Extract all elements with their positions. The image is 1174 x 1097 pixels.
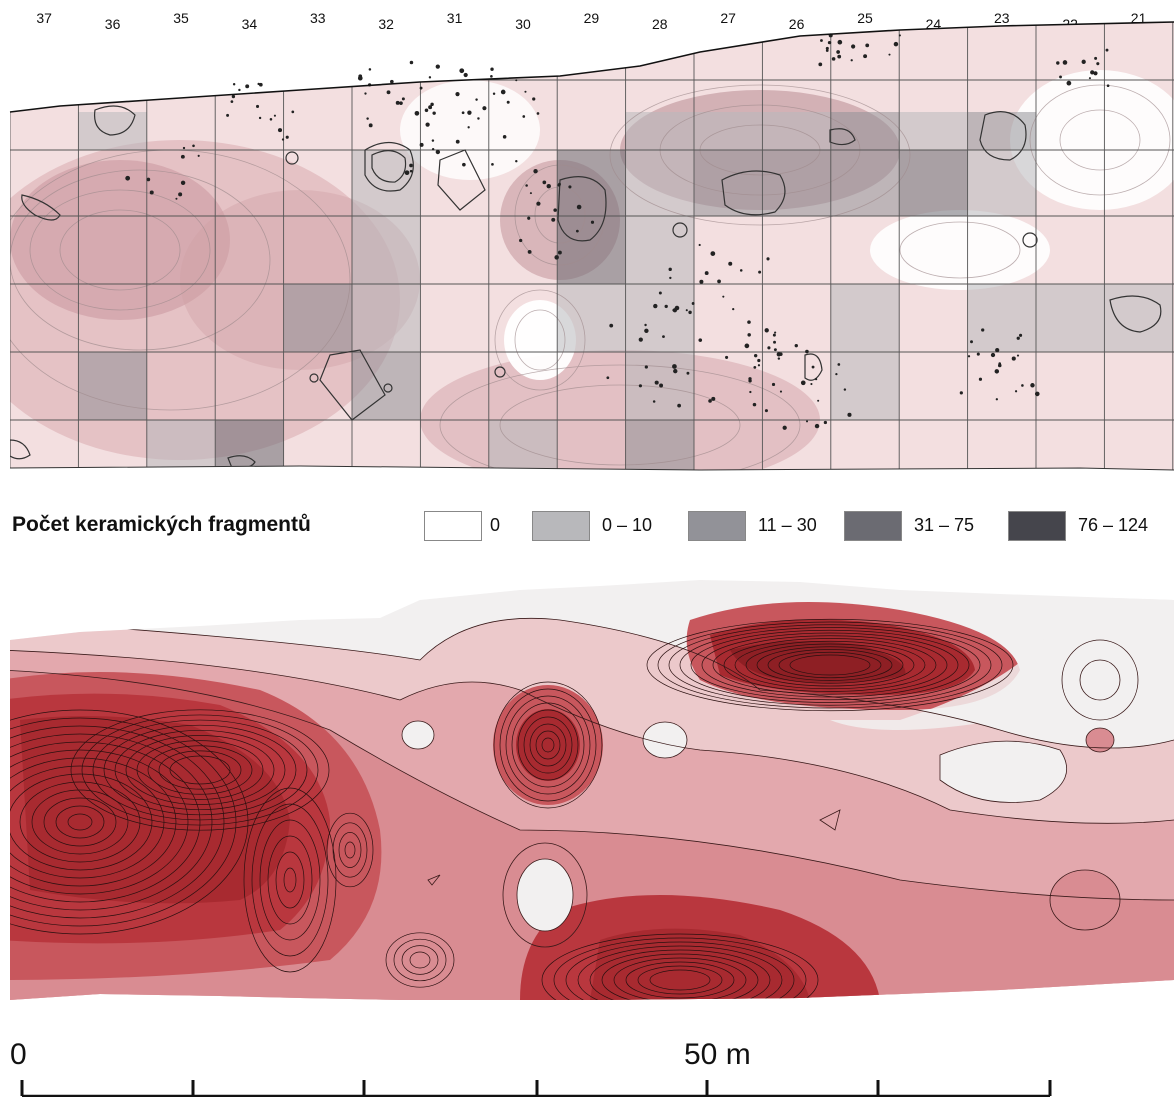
column-label: 36 [104,16,121,32]
grid-cell [830,352,900,420]
column-label: 29 [583,10,600,26]
trench-top-boundary [9,21,1174,113]
grid-cell [488,420,558,470]
trench-bottom-boundary [9,465,1174,471]
legend: Počet keramických fragmentů 0 0 – 10 11 – … [12,505,1172,545]
column-label: 25 [857,10,873,26]
column-label: 26 [788,16,805,32]
legend-swatch [424,511,482,541]
grid-cell [625,284,694,352]
grid-cell [352,284,421,352]
grid-cell [625,150,694,216]
grid-cell [899,150,968,216]
grid-cell [78,352,147,420]
grid-cell [830,284,900,352]
grid-cell [967,150,1036,216]
grid-cell [283,284,352,352]
column-label: 32 [378,16,394,32]
grid-cell [625,216,694,284]
legend-swatch [532,511,590,541]
column-label: 30 [515,16,531,32]
column-label: 28 [652,16,668,32]
scale-label-start: 0 [10,1038,27,1071]
grid-cell [352,352,421,420]
grid-cell [1036,284,1105,352]
grid-cell [830,150,900,216]
legend-title: Počet keramických fragmentů [12,513,311,536]
column-label: 37 [36,10,52,26]
grid-cell [1104,284,1173,352]
column-label: 34 [241,16,258,32]
grid-cell [625,420,694,470]
grid-cell [557,150,626,216]
grid-cell [967,284,1036,352]
legend-label: 76 – 124 [1078,515,1149,535]
scale-label-mid: 50 m [684,1038,751,1071]
ceramic-count-grid-map [9,21,1174,471]
grid-cell [694,112,763,150]
grid-cell [899,112,968,150]
legend-swatch [844,511,902,541]
grid-cell [352,216,421,284]
column-label: 23 [994,10,1010,26]
grid-cell [146,420,216,470]
column-label: 27 [720,10,736,26]
grid-cell [557,216,626,284]
grid-cell [557,284,626,352]
legend-swatch [688,511,746,541]
legend-swatch [1008,511,1066,541]
column-label: 33 [310,10,326,26]
density-contour-map [10,580,1174,1000]
grid-cell [762,112,831,150]
grid-cell [352,150,421,216]
grid-cell [625,112,694,150]
legend-label: 11 – 30 [758,515,817,535]
column-label: 31 [446,10,463,26]
column-label: 35 [173,10,189,26]
scale-bar [20,1080,1052,1097]
legend-label: 0 [490,515,501,535]
grid-cell [78,112,147,150]
legend-label: 31 – 75 [914,515,975,535]
grid-cell [215,420,284,470]
grid-cell [762,150,831,216]
legend-label: 0 – 10 [602,515,653,535]
